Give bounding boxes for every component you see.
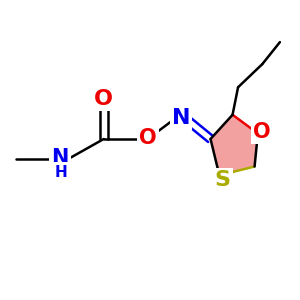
Text: N: N — [51, 148, 68, 168]
Polygon shape — [211, 115, 258, 175]
Text: O: O — [139, 128, 157, 148]
Text: H: H — [55, 164, 67, 179]
Text: O: O — [254, 122, 271, 142]
Text: O: O — [94, 89, 113, 110]
Text: N: N — [172, 108, 190, 128]
Text: S: S — [215, 170, 231, 190]
